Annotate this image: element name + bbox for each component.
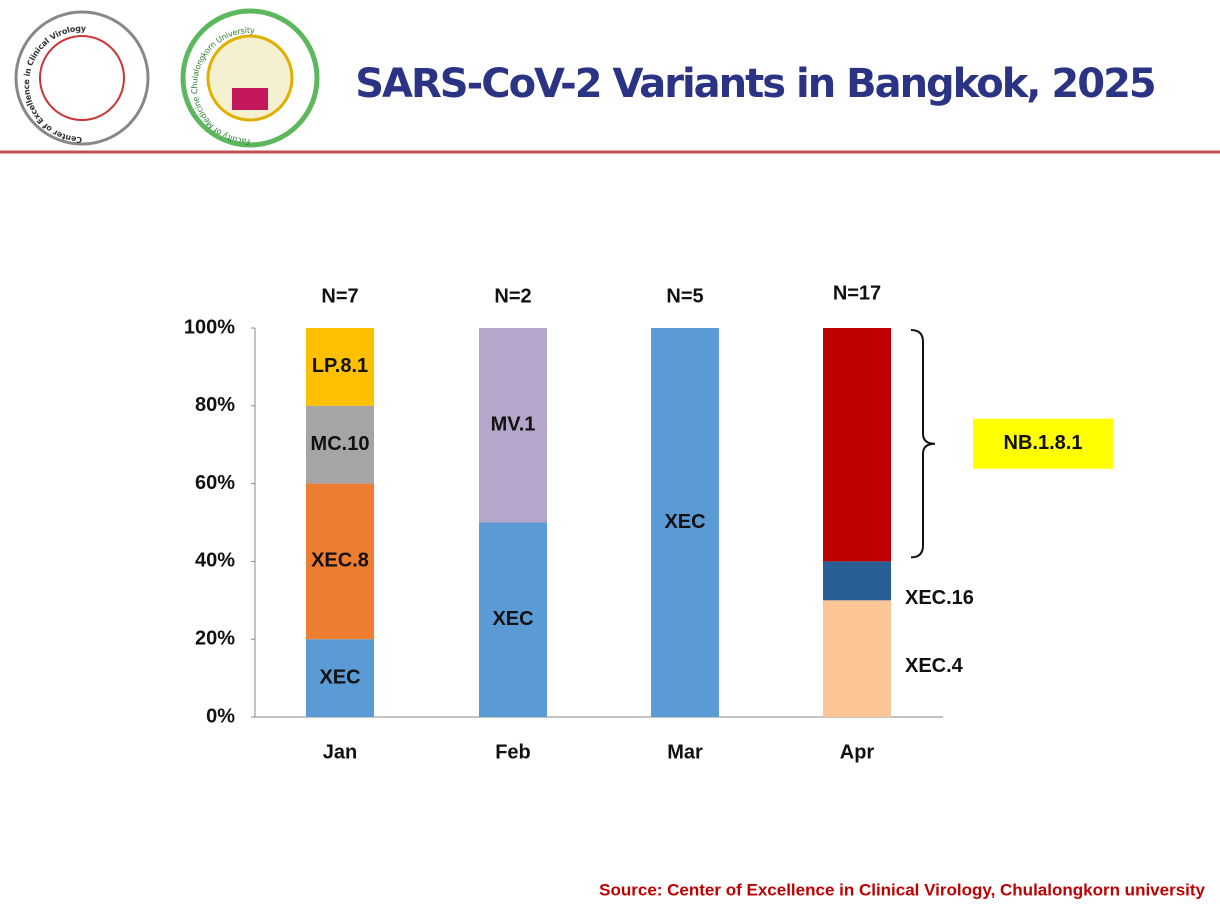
y-tick-label: 0% [206,705,235,727]
bar-segment [479,522,547,717]
segment-label: XEC [664,511,705,533]
y-tick-label: 20% [195,627,235,649]
source: Source: Center of Excellence in Clinical… [599,880,1205,899]
logo-inner [39,35,125,121]
bar-segment [823,561,891,601]
bar-segment [823,328,891,562]
bar-segment [306,639,374,717]
n-label: N=17 [833,282,881,304]
bar-segment [651,328,719,717]
logo-emblem [232,88,268,110]
x-tick-label: Mar [667,741,703,763]
title: SARS-CoV-2 Variants in Bangkok, 2025 [355,61,1155,107]
bar-segment [823,600,891,717]
brace [910,329,936,559]
highlight-box [973,418,1113,469]
y-tick-label: 60% [195,472,235,494]
n-label: N=2 [494,285,531,307]
segment-label: XEC [319,666,360,688]
x-tick-label: Apr [840,741,875,763]
x-tick-label: Feb [495,741,531,763]
bar-segment [306,328,374,406]
y-tick-label: 100% [184,316,235,338]
segment-label: XEC.16 [905,587,974,609]
bar-segment [479,328,547,523]
bar-segment [306,483,374,640]
logo-inner [206,34,294,122]
x-tick-label: Jan [323,741,357,763]
segment-label: XEC [492,608,533,630]
segment-label: XEC.4 [905,655,964,677]
segment-label: MV.1 [491,414,536,436]
n-label: N=5 [666,285,703,307]
segment-label: XEC.8 [311,550,369,572]
segment-label: MC.10 [311,433,370,455]
plot: 0% 20% 40% 60% 80% 100% Jan N=7 XEC XEC.8 MC.10 LP.… [184,282,1113,763]
y-tick-label: 80% [195,394,235,416]
y-tick-label: 40% [195,550,235,572]
highlight-label: NB.1.8.1 [1004,432,1083,454]
n-label: N=7 [321,285,358,307]
logo-virology: Center of Excellence in Clinical Virolog… [14,10,150,146]
logo-faculty: Faculty of Medicine Chulalongkorn Univer… [180,8,320,148]
segment-label: LP.8.1 [312,355,368,377]
bar-segment [306,405,374,484]
